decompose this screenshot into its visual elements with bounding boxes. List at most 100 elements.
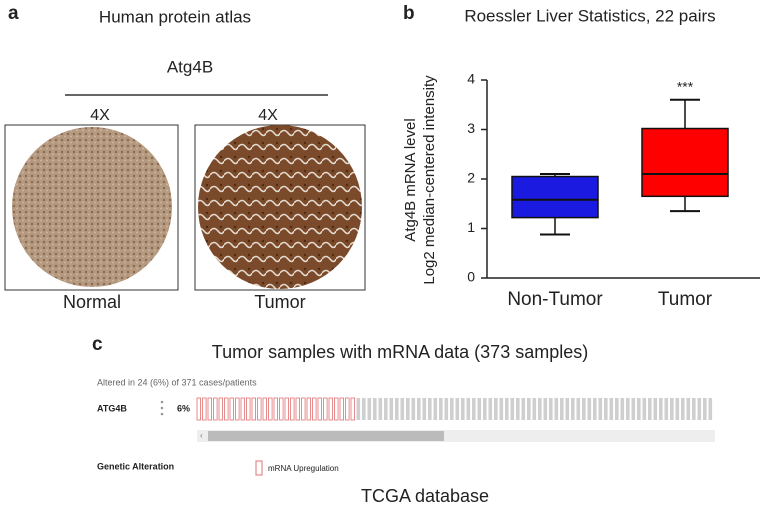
altered-case xyxy=(328,397,333,421)
unaltered-case xyxy=(384,398,388,420)
altered-case xyxy=(339,397,344,421)
unaltered-case xyxy=(538,398,542,420)
unaltered-case xyxy=(708,398,713,420)
altered-case xyxy=(312,397,317,421)
unaltered-case xyxy=(494,398,498,420)
unaltered-case xyxy=(615,398,619,420)
unaltered-case xyxy=(593,398,597,420)
altered-case xyxy=(317,397,322,421)
unaltered-case xyxy=(472,398,476,420)
unaltered-case xyxy=(428,398,432,420)
unaltered-case xyxy=(620,398,625,420)
panel-title: Human protein atlas xyxy=(99,7,251,26)
panel-title: Tumor samples with mRNA data (373 sample… xyxy=(212,342,588,362)
altered-case xyxy=(290,397,295,421)
unaltered-case xyxy=(477,398,482,420)
unaltered-case xyxy=(642,398,647,420)
unaltered-case xyxy=(378,398,383,420)
menu-dot[interactable] xyxy=(160,412,164,416)
y-tick-label: 0 xyxy=(467,269,475,285)
altered-case xyxy=(257,397,262,421)
altered-case xyxy=(246,397,251,421)
scroll-arrow[interactable]: ‹ xyxy=(200,431,203,440)
unaltered-case xyxy=(631,398,636,420)
menu-dot[interactable] xyxy=(160,406,164,410)
sample-label: Tumor xyxy=(254,292,305,312)
unaltered-case xyxy=(367,398,372,420)
unaltered-case xyxy=(609,398,614,420)
altered-case xyxy=(273,397,278,421)
altered-case xyxy=(235,397,240,421)
unaltered-case xyxy=(686,398,691,420)
alteration-summary: Altered in 24 (6%) of 371 cases/patients xyxy=(97,377,257,387)
unaltered-case xyxy=(521,398,526,420)
altered-case xyxy=(350,397,355,421)
unaltered-case xyxy=(505,398,509,420)
significance: *** xyxy=(677,79,694,95)
unaltered-case xyxy=(510,398,515,420)
unaltered-case xyxy=(362,398,366,420)
tissue-tumor xyxy=(198,125,362,289)
unaltered-case xyxy=(450,398,454,420)
unaltered-case xyxy=(417,398,421,420)
altered-case xyxy=(268,397,273,421)
unaltered-case xyxy=(400,398,405,420)
unaltered-case xyxy=(532,398,537,420)
altered-case xyxy=(262,397,267,421)
unaltered-case xyxy=(675,398,680,420)
unaltered-case xyxy=(373,398,377,420)
box xyxy=(511,175,599,219)
altered-case xyxy=(251,397,256,421)
unaltered-case xyxy=(488,398,493,420)
y-axis-label: Log2 median-centered intensity xyxy=(421,75,438,285)
box xyxy=(641,127,729,198)
gene-name: ATG4B xyxy=(97,403,127,413)
y-tick-label: 1 xyxy=(467,219,475,235)
unaltered-case xyxy=(604,398,608,420)
menu-dot[interactable] xyxy=(160,400,164,404)
scrollbar-thumb[interactable] xyxy=(208,431,444,441)
unaltered-case xyxy=(626,398,630,420)
altered-case xyxy=(213,397,218,421)
unaltered-case xyxy=(576,398,581,420)
caption: TCGA database xyxy=(361,486,489,506)
sample-label: Normal xyxy=(63,292,121,312)
unaltered-case xyxy=(395,398,399,420)
unaltered-case xyxy=(455,398,460,420)
unaltered-case xyxy=(543,398,548,420)
unaltered-case xyxy=(356,398,361,420)
unaltered-case xyxy=(681,398,685,420)
altered-case xyxy=(295,397,300,421)
unaltered-case xyxy=(549,398,553,420)
unaltered-case xyxy=(411,398,416,420)
altered-case xyxy=(323,397,328,421)
legend-label: mRNA Upregulation xyxy=(268,464,339,473)
unaltered-case xyxy=(664,398,669,420)
unaltered-case xyxy=(499,398,504,420)
altered-case xyxy=(196,397,201,421)
altered-case xyxy=(207,397,212,421)
unaltered-case xyxy=(670,398,674,420)
altered-case xyxy=(334,397,339,421)
unaltered-case xyxy=(637,398,641,420)
unaltered-case xyxy=(483,398,487,420)
unaltered-case xyxy=(516,398,520,420)
unaltered-case xyxy=(461,398,465,420)
unaltered-case xyxy=(433,398,438,420)
magnification: 4X xyxy=(90,107,110,124)
unaltered-case xyxy=(444,398,449,420)
alteration-percent: 6% xyxy=(177,403,190,413)
unaltered-case xyxy=(527,398,531,420)
unaltered-case xyxy=(582,398,586,420)
unaltered-case xyxy=(466,398,471,420)
y-tick-label: 2 xyxy=(467,170,475,186)
altered-case xyxy=(284,397,289,421)
unaltered-case xyxy=(422,398,427,420)
y-tick-label: 3 xyxy=(467,120,475,136)
unaltered-case xyxy=(659,398,663,420)
tissue-normal xyxy=(12,127,172,287)
altered-case xyxy=(345,397,350,421)
legend-swatch xyxy=(255,460,263,476)
unaltered-case xyxy=(560,398,564,420)
